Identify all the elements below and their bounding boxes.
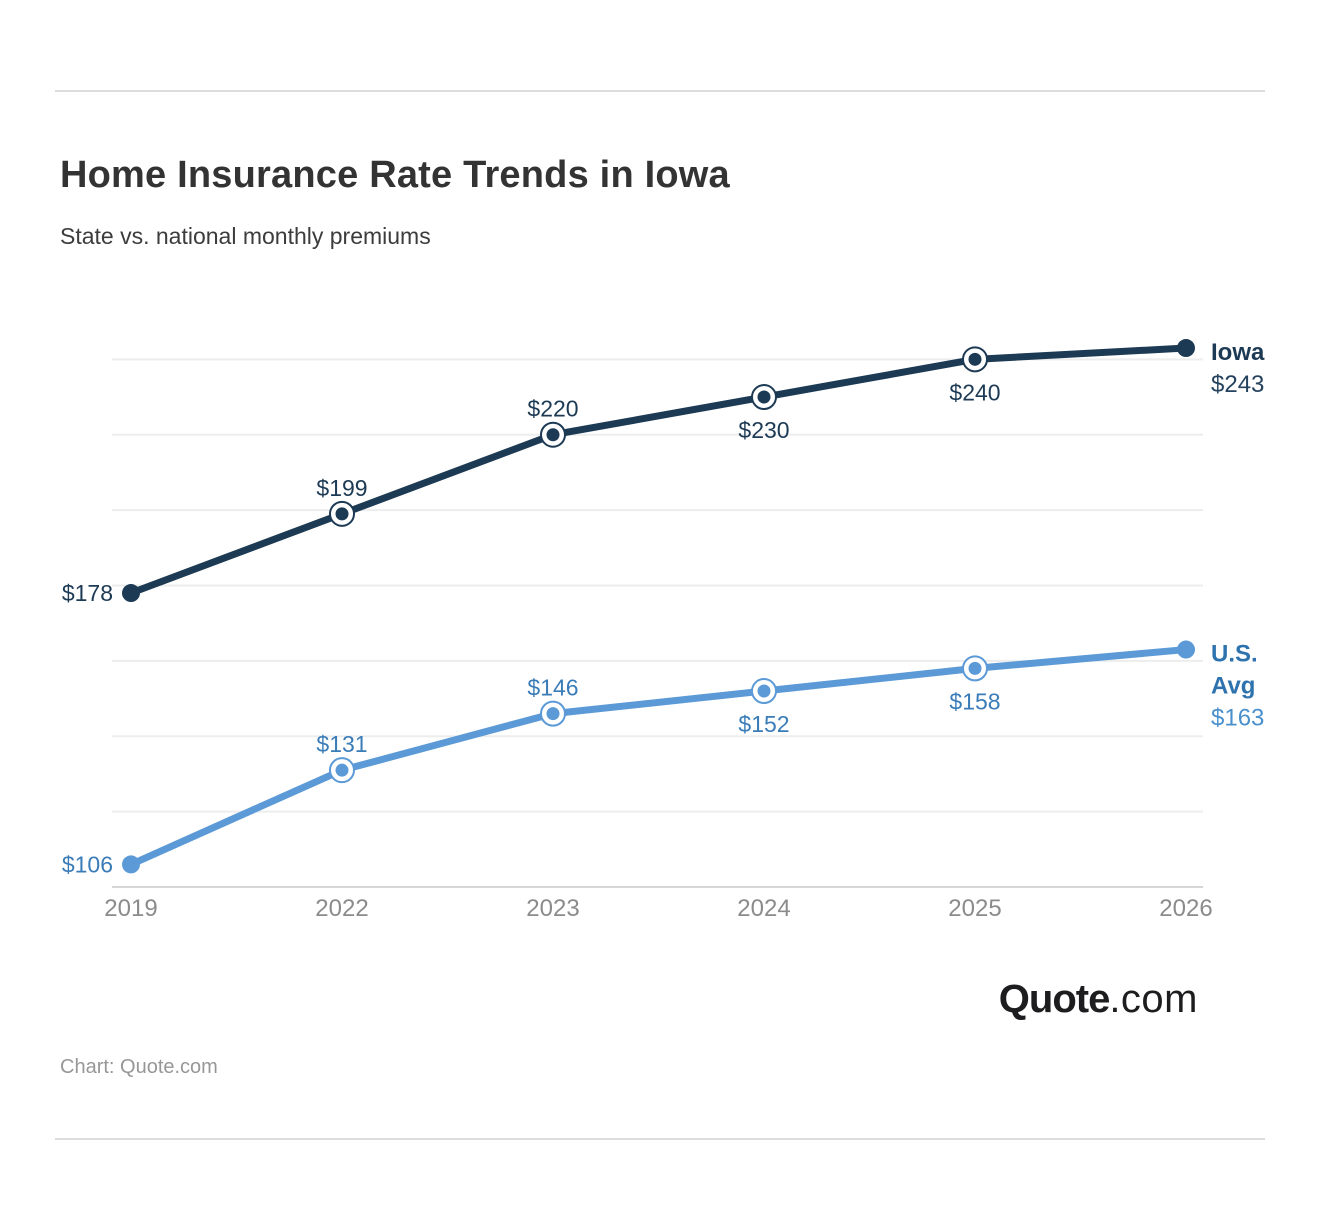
data-point-label-iowa: $178 [62,580,113,606]
x-tick-label: 2026 [1159,895,1212,922]
x-tick-label: 2025 [948,895,1001,922]
x-tick-label: 2019 [104,895,157,922]
data-point-u-s-avg [335,763,349,777]
series-end-label-name-u-s-avg: U.S. [1211,641,1258,668]
data-point-label-u-s-avg: $131 [316,731,367,757]
series-line-iowa [127,344,1190,597]
data-point-iowa [122,584,140,603]
data-point-iowa [1177,339,1195,358]
data-point-u-s-avg [122,855,140,874]
data-point-iowa [968,352,982,366]
data-point-label-iowa: $230 [738,417,789,443]
data-point-label-iowa: $240 [949,379,1000,405]
data-point-u-s-avg [757,684,771,698]
data-point-iowa [335,507,349,521]
chart-title: Home Insurance Rate Trends in Iowa [60,154,730,196]
x-tick-label: 2024 [737,895,790,922]
chart-subtitle: State vs. national monthly premiums [60,223,431,249]
series-end-label-value-iowa: $243 [1211,371,1264,398]
bottom-divider [55,1138,1265,1140]
data-point-u-s-avg [546,707,560,721]
series-end-label-name-iowa: Iowa [1211,339,1265,366]
x-tick-label: 2023 [526,895,579,922]
logo-quote-text: Quote [998,977,1111,1021]
logo-com-text: .com [1109,977,1198,1021]
series-end-label-value-u-s-avg: $163 [1211,705,1264,732]
data-point-label-u-s-avg: $158 [949,688,1000,714]
data-point-iowa [757,390,771,404]
data-point-label-iowa: $220 [527,396,578,422]
data-point-label-u-s-avg: $152 [738,711,789,737]
data-point-label-u-s-avg: $106 [62,851,113,877]
data-point-label-u-s-avg: $146 [527,675,578,701]
data-point-iowa [546,428,560,442]
source-credit: Chart: Quote.com [60,1056,218,1078]
series-end-label-name-u-s-avg: Avg [1211,673,1255,700]
top-divider [55,90,1265,92]
data-point-u-s-avg [968,661,982,675]
data-point-label-iowa: $199 [316,475,367,501]
data-point-u-s-avg [1177,640,1195,659]
x-tick-label: 2022 [315,895,368,922]
series-line-u-s-avg [127,646,1190,868]
quote-logo: Quote.com [999,977,1198,1022]
